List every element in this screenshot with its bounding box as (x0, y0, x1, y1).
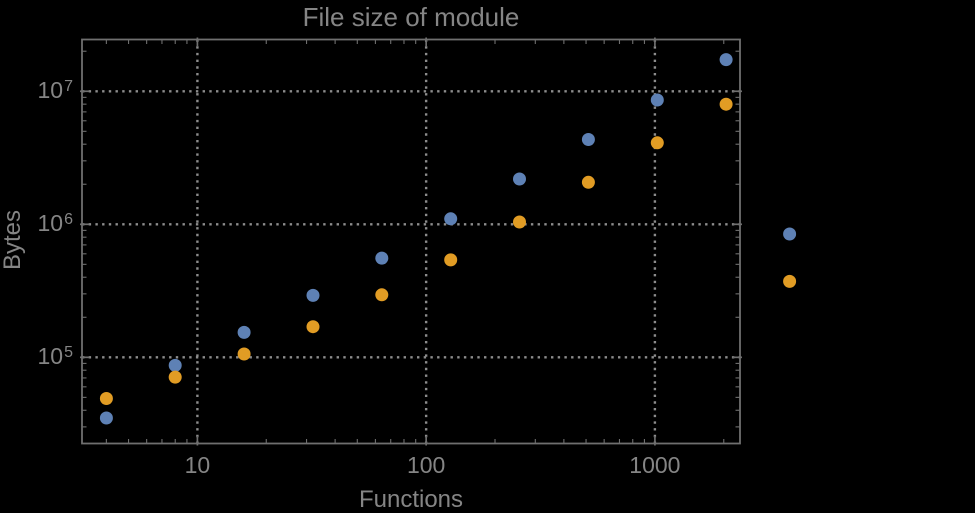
data-point-blue (650, 93, 664, 107)
data-point-blue (168, 358, 182, 372)
data-point-blue (306, 288, 320, 302)
data-point-orange (719, 97, 733, 111)
data-point-blue (237, 325, 251, 339)
data-point-orange (168, 370, 182, 384)
data-point-orange (99, 392, 113, 405)
data-point-blue (513, 172, 526, 186)
data-point-orange (650, 136, 664, 150)
data-point-blue (581, 133, 595, 146)
data-point-orange (237, 347, 251, 361)
data-point-blue (444, 212, 458, 226)
data-point-orange (375, 288, 389, 302)
data-point-blue (719, 53, 733, 67)
data-point-orange (513, 215, 526, 229)
data-point-orange (581, 175, 595, 189)
data-point-blue (99, 411, 113, 425)
data-point-orange (444, 253, 458, 267)
data-point-blue (375, 251, 389, 265)
data-point-orange (306, 320, 320, 334)
data-point-orange (783, 274, 797, 288)
data-point-blue (783, 227, 797, 241)
plot-frame (81, 38, 741, 445)
